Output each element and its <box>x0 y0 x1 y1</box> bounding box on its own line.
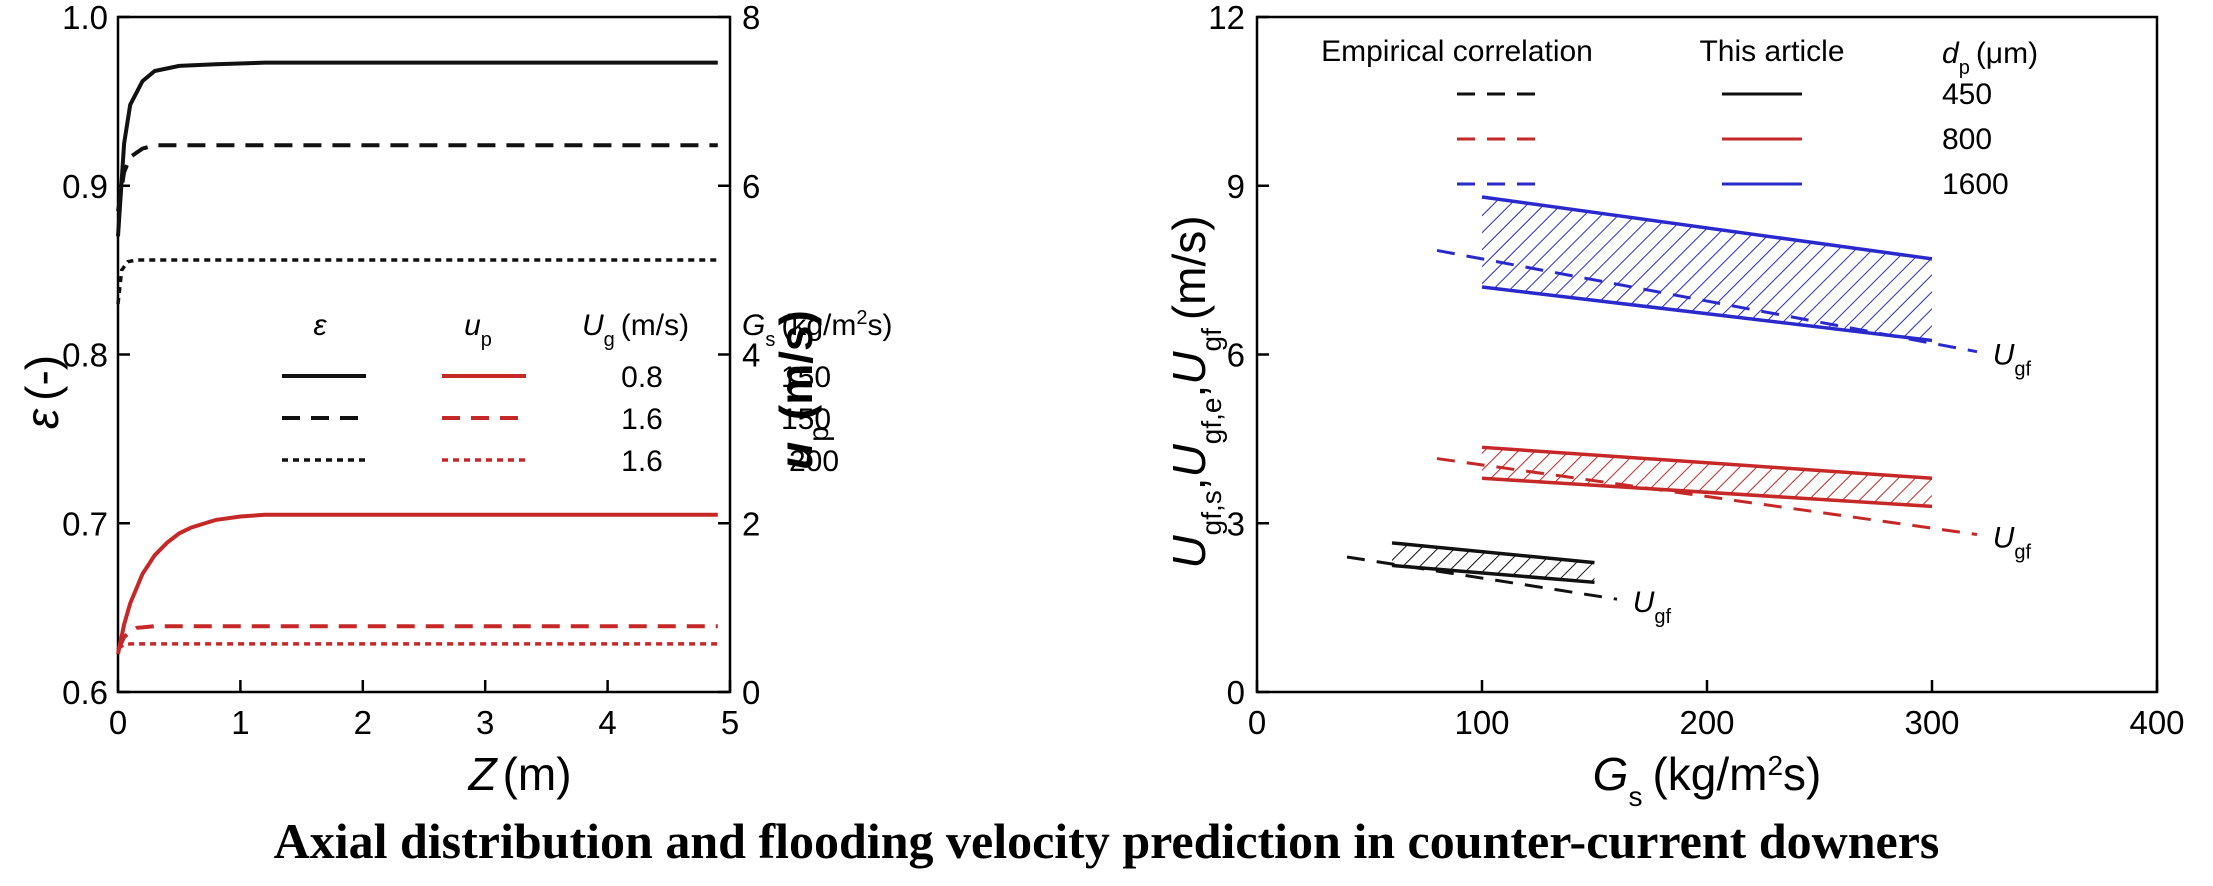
left-legend-header-eps: ε <box>313 309 327 342</box>
left-y-tick-label: 0.9 <box>62 168 108 205</box>
left-y-tick-label: 1.0 <box>62 0 108 36</box>
right-x-tick-label: 100 <box>1454 704 1509 741</box>
left-series-line-u_p-dotted <box>117 642 718 650</box>
left-y2-tick-label: 8 <box>742 0 760 36</box>
left-legend-header-gs: Gs (kg/m2s) <box>742 307 892 351</box>
right-y-tick-label: 3 <box>1227 505 1245 542</box>
right-y-tick-label: 6 <box>1227 337 1245 374</box>
left-plot-frame <box>116 15 732 694</box>
left-legend-gs-2: 200 <box>789 445 839 478</box>
left-x-tick-label: 1 <box>231 704 249 741</box>
ugf-annotation: Ugf <box>1993 521 2032 563</box>
left-y2-tick-label: 4 <box>742 337 760 374</box>
figure-caption: Axial distribution and flooding velocity… <box>273 813 1940 869</box>
left-legend-header-ug: Ug (m/s) <box>582 309 689 351</box>
left-x-tick-label: 5 <box>721 704 739 741</box>
right-x-axis-title: Gs (kg/m2s) <box>1593 748 1822 812</box>
right-x-ticks: 0 100 200 300 400 <box>1248 680 2185 741</box>
left-legend-ug-0: 0.8 <box>621 361 663 394</box>
right-y-axis-title: Ugf,s,Ugf,e,Ugf(m/s) <box>1163 215 1227 568</box>
band-450-hatch <box>1392 542 1595 583</box>
left-y2-tick-label: 6 <box>742 168 760 205</box>
ugf-annotation: Ugf <box>1633 586 1672 628</box>
left-y2-ticks: 0 2 4 6 8 <box>718 0 760 711</box>
right-x-tick-label: 300 <box>1904 704 1959 741</box>
right-chart: 0 100 200 300 400 0 3 6 9 12 Ugf Ugf Ugf Ugf,s,Ugf… <box>1163 0 2185 812</box>
left-y-tick-label: 0.6 <box>62 674 108 711</box>
right-legend-dp-1600: 1600 <box>1942 168 2009 201</box>
band-1600-hatch <box>1482 197 1932 341</box>
right-annotations: Ugf Ugf Ugf <box>1633 339 2032 629</box>
empirical-line-800 <box>1436 457 1978 536</box>
left-legend-ug-2: 1.6 <box>621 445 663 478</box>
left-legend: ε up Ug (m/s) Gs (kg/m2s) 0.8 1.6 1.6 150 … <box>282 307 892 478</box>
left-x-axis-title: Z (m) <box>467 748 571 800</box>
right-legend: Empirical correlation This article dp (μm… <box>1321 35 2038 201</box>
left-y-axis-title: ε(-) <box>16 355 68 429</box>
left-legend-header-up: up <box>464 309 492 351</box>
left-series-line-u_p-dashed <box>116 624 718 651</box>
left-series-line-u_p-solid <box>116 512 718 655</box>
left-x-tick-label: 3 <box>476 704 494 741</box>
left-x-tick-label: 4 <box>598 704 616 741</box>
left-series-line-epsilon-dotted <box>116 258 718 305</box>
right-x-tick-label: 400 <box>2129 704 2184 741</box>
left-series-line-epsilon-solid <box>116 60 718 237</box>
left-x-tick-label: 0 <box>109 704 127 741</box>
band-800-upper-line <box>1481 445 1933 480</box>
left-legend-ug-1: 1.6 <box>621 403 663 436</box>
left-chart: 0 1 2 3 4 5 0.6 0.7 0.8 0.9 1.0 0 2 4 6 8 ε(-) up(m/s… <box>16 0 892 800</box>
left-y2-tick-label: 2 <box>742 505 760 542</box>
left-series-line-epsilon-dashed <box>116 143 718 212</box>
right-legend-dp-800: 800 <box>1942 123 1992 156</box>
right-y-tick-label: 12 <box>1208 0 1245 36</box>
band-800-lower-line <box>1481 476 1933 509</box>
left-legend-gs-0: 150 <box>781 361 831 394</box>
right-plot-frame <box>1255 15 2159 694</box>
right-y-tick-label: 0 <box>1227 674 1245 711</box>
left-y-ticks: 0.6 0.7 0.8 0.9 1.0 <box>62 0 130 711</box>
band-450-lower-line <box>1391 563 1595 585</box>
right-x-tick-label: 200 <box>1679 704 1734 741</box>
right-legend-dp-450: 450 <box>1942 78 1992 111</box>
right-y-tick-label: 9 <box>1227 168 1245 205</box>
empirical-line-1600 <box>1436 248 1978 354</box>
right-legend-header-empirical: Empirical correlation <box>1321 35 1593 68</box>
left-y2-tick-label: 0 <box>742 674 760 711</box>
right-bands <box>1391 195 1933 585</box>
left-y2-axis-title: up(m/s) <box>770 310 834 470</box>
band-450-upper-line <box>1391 541 1595 565</box>
right-legend-header-article: This article <box>1699 35 1844 68</box>
left-y-tick-label: 0.8 <box>62 337 108 374</box>
band-800-hatch <box>1482 447 1932 507</box>
right-empirical-lines <box>1346 248 1978 601</box>
right-x-tick-label: 0 <box>1248 704 1266 741</box>
ugf-annotation: Ugf <box>1993 339 2032 381</box>
empirical-line-450 <box>1346 555 1618 601</box>
left-x-tick-label: 2 <box>354 704 372 741</box>
right-y-ticks: 0 3 6 9 12 <box>1208 0 1269 711</box>
left-legend-gs-1: 150 <box>781 403 831 436</box>
band-1600-upper-line <box>1481 195 1933 261</box>
left-y-tick-label: 0.7 <box>62 505 108 542</box>
left-x-ticks: 0 1 2 3 4 5 <box>109 680 739 741</box>
band-1600-lower-line <box>1481 285 1933 343</box>
left-series <box>116 60 718 655</box>
right-legend-header-dp: dp (μm) <box>1942 37 2038 79</box>
